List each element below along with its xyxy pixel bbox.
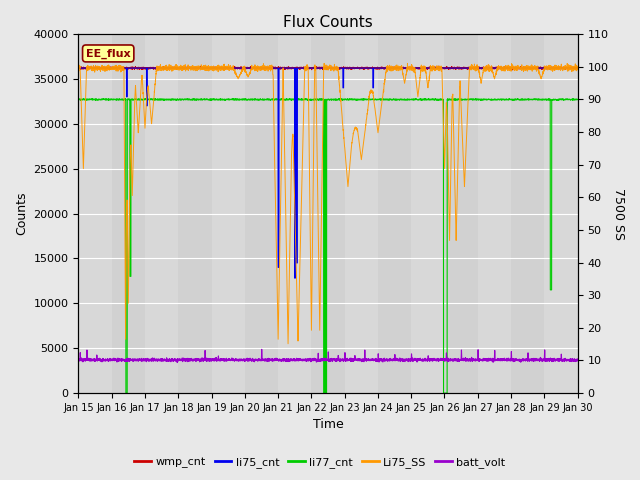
Bar — [212, 34, 245, 393]
Y-axis label: Counts: Counts — [15, 192, 28, 235]
Y-axis label: 7500 SS: 7500 SS — [612, 188, 625, 240]
Bar — [378, 34, 412, 393]
Bar — [312, 34, 345, 393]
Bar — [145, 34, 179, 393]
Bar — [112, 34, 145, 393]
Bar — [511, 34, 545, 393]
Bar — [278, 34, 312, 393]
Text: EE_flux: EE_flux — [86, 48, 131, 59]
Bar — [345, 34, 378, 393]
Bar — [245, 34, 278, 393]
Bar — [478, 34, 511, 393]
Bar — [545, 34, 578, 393]
Bar — [179, 34, 212, 393]
Title: Flux Counts: Flux Counts — [283, 15, 373, 30]
Legend: wmp_cnt, li75_cnt, li77_cnt, Li75_SS, batt_volt: wmp_cnt, li75_cnt, li77_cnt, Li75_SS, ba… — [130, 452, 510, 472]
Bar — [445, 34, 478, 393]
Bar — [412, 34, 445, 393]
X-axis label: Time: Time — [312, 419, 344, 432]
Bar — [79, 34, 112, 393]
